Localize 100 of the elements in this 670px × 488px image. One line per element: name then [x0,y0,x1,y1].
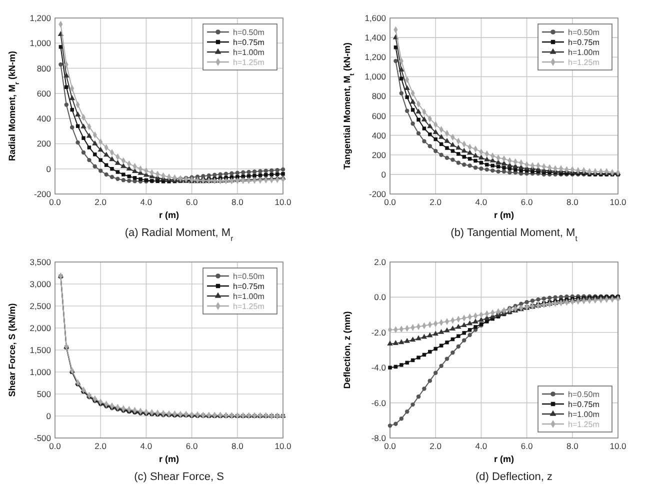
point [80,123,86,128]
point [122,172,126,176]
point [103,152,110,157]
point [70,108,74,112]
point [490,168,495,173]
point [461,148,467,153]
point [490,164,494,168]
x-axis-title: r (m) [494,210,514,220]
x-tick-label: 10.0 [274,197,292,207]
point [64,72,70,78]
point [542,296,546,301]
x-tick-label: 4.0 [140,197,152,207]
point [98,146,104,152]
text: (c) Shear Force, S [134,471,224,483]
point [114,160,121,165]
point [76,124,80,128]
point [450,158,455,162]
point [484,167,490,172]
point [240,170,246,174]
point [398,339,404,344]
text: (d) Deflection, z [475,471,553,483]
point [428,132,432,136]
y-tick-label: -200 [34,189,52,199]
y-tick-label: 200 [372,150,386,160]
y-tick-label: 0 [46,411,52,421]
point [508,170,512,175]
x-axis-title: r (m) [159,210,179,220]
point [456,334,460,338]
x-tick-label: 2.0 [94,441,107,451]
point [478,154,484,160]
point [264,168,268,173]
point [416,118,420,122]
point [86,132,92,138]
legend-label: h=1.00m [233,48,265,57]
y-tick-label: 1,500 [30,345,52,355]
point [252,174,256,178]
y-tick-label: 0 [381,169,386,180]
point [405,95,409,100]
point [422,386,426,391]
point [456,344,461,349]
legend-label: h=1.00m [568,48,600,57]
point [462,331,466,335]
point [439,364,444,368]
point [410,98,416,104]
point [519,168,523,172]
legend-label: h=1.00m [233,292,265,301]
legend-label: h=0.50m [233,272,265,281]
point [422,126,426,130]
point [280,167,286,172]
point [405,360,409,365]
y-tick-label: 1,200 [364,52,386,62]
point [468,332,472,338]
y-tick-label: -500 [34,433,52,443]
point [235,170,240,175]
point [387,340,393,346]
point [98,168,103,173]
point [269,168,274,173]
point [450,350,455,355]
legend-label: h=0.75m [233,38,265,47]
legend-label: h=1.00m [568,410,600,419]
y-tick-label: 1,400 [364,32,386,43]
y-tick-label: 3,000 [30,279,52,289]
y-tick-label: -6.0 [371,398,386,408]
point [116,170,120,174]
point [70,125,74,130]
y-tick-label: 2,500 [30,301,52,311]
x-tick-label: 10.0 [610,197,627,207]
y-tick-label: 1,200 [30,13,52,23]
point [428,144,432,148]
point [404,108,410,113]
point [76,140,80,145]
point [472,318,478,324]
point [69,95,75,100]
point [410,121,415,126]
point [461,322,467,327]
point [246,174,251,178]
point [126,166,132,170]
point [127,174,131,178]
x-tick-label: 2.0 [94,197,107,207]
point [392,340,399,345]
x-axis-title: r (m) [494,454,514,464]
y-tick-label: 400 [372,130,386,140]
legend-label: h=0.50m [233,28,265,37]
legend-label: h=1.25m [568,420,600,429]
x-tick-label: 0.0 [384,197,396,207]
point [121,178,126,182]
point [104,172,108,177]
y-tick-label: -200 [368,189,386,199]
x-tick-label: 8.0 [231,197,244,207]
legend-label: h=0.75m [233,282,265,291]
point [132,176,137,180]
point [258,169,262,174]
point [400,363,404,367]
legend-label: h=0.75m [568,400,600,409]
point [394,422,398,426]
point [132,168,138,174]
point [410,336,416,342]
legend-label: h=1.25m [568,58,600,67]
point [421,116,428,122]
point [416,394,421,399]
